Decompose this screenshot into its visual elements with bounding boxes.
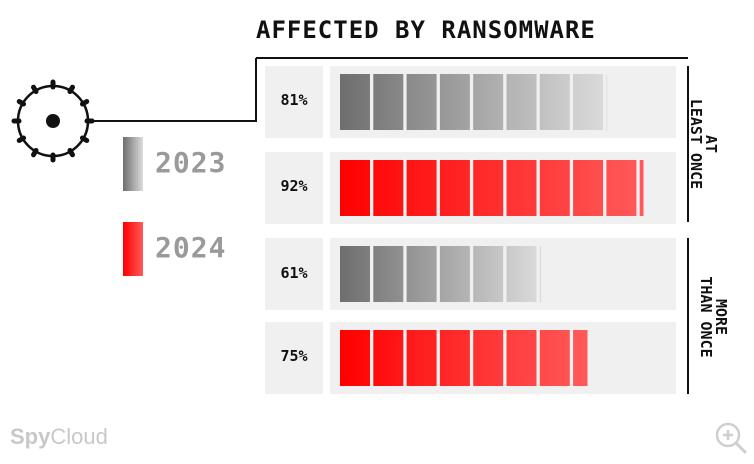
bar-value-label: 81% — [280, 91, 308, 109]
bar-value-label: 92% — [280, 177, 308, 195]
group-label-at-least-once: AT LEAST ONCE — [687, 98, 720, 190]
bar-more-than-once-2024 — [340, 330, 588, 386]
bar-label-panel — [265, 322, 323, 394]
legend-label-2023: 2023 — [155, 146, 227, 179]
bar-more-than-once-2023 — [340, 246, 542, 302]
bar-at-least-once-2023 — [340, 74, 608, 130]
chart-title: AFFECTED BY RANSOMWARE — [256, 16, 596, 44]
brand-light: Cloud — [50, 424, 108, 449]
legend-label-2024: 2024 — [155, 231, 227, 264]
connector-line — [90, 58, 257, 122]
bar-at-least-once-2024 — [340, 160, 644, 216]
bar-label-panel — [265, 152, 323, 224]
target-gear-icon — [11, 79, 95, 163]
bar-value-label: 75% — [280, 347, 308, 365]
bar-label-panel — [265, 238, 323, 310]
legend-swatch-2023 — [123, 137, 143, 191]
brand-bold: Spy — [10, 424, 51, 449]
bar-value-label: 61% — [280, 264, 308, 282]
legend-swatch-2024 — [123, 222, 143, 276]
bar-label-panel — [265, 66, 323, 138]
zoom-in-icon[interactable] — [714, 421, 748, 455]
group-label-more-than-once: MORE THAN ONCE — [697, 276, 730, 358]
spycloud-logo: SpyCloud — [10, 424, 108, 450]
